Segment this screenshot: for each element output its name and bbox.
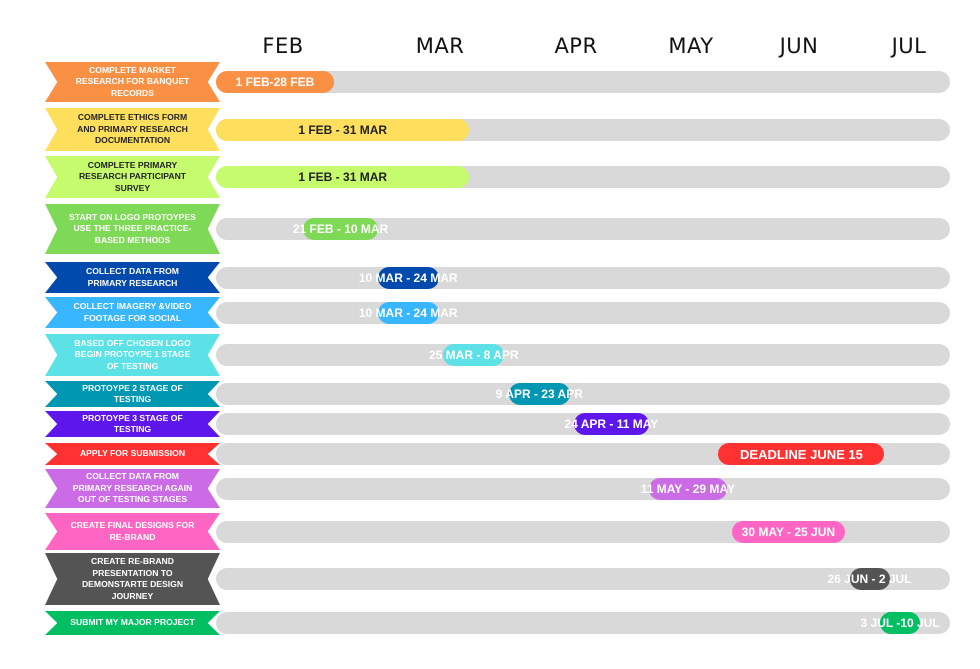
- task-label-12: CREATE FINAL DESIGNS FOR RE-BRAND: [45, 513, 220, 550]
- month-label-jun: JUN: [779, 34, 819, 58]
- task-label-8: PROTOYPE 2 STAGE OF TESTING: [45, 381, 220, 407]
- timeline-track-1: [216, 71, 950, 93]
- task-label-2: COMPLETE ETHICS FORM AND PRIMARY RESEARC…: [45, 108, 220, 151]
- timeline-track-4: [216, 218, 950, 240]
- duration-bar-2: 1 FEB - 31 MAR: [216, 118, 470, 141]
- timeline-track-8: [216, 383, 950, 405]
- duration-bar-8: 9 APR - 23 APR: [496, 383, 583, 405]
- task-label-14: SUBMIT MY MAJOR PROJECT: [45, 611, 220, 635]
- timeline-track-13: [216, 568, 950, 590]
- month-label-apr: APR: [554, 34, 598, 58]
- duration-bar-14: 3 JUL -10 JUL: [861, 612, 940, 634]
- duration-bar-7: 25 MAR - 8 APR: [429, 344, 519, 366]
- timeline-track-7: [216, 344, 950, 366]
- duration-bar-4: 21 FEB - 10 MAR: [293, 218, 388, 240]
- task-label-10: APPLY FOR SUBMISSION: [45, 443, 220, 465]
- month-label-may: MAY: [668, 34, 714, 58]
- task-label-4: START ON LOGO PROTOYPES USE THE THREE PR…: [45, 204, 220, 254]
- month-label-feb: FEB: [262, 34, 304, 58]
- duration-bar-13: 26 JUN - 2 JUL: [827, 568, 912, 590]
- task-label-6: COLLECT IMAGERY &VIDEO FOOTAGE FOR SOCIA…: [45, 297, 220, 328]
- duration-bar-9: 24 APR - 11 MAY: [564, 413, 658, 435]
- duration-bar-1: 1 FEB-28 FEB: [216, 71, 334, 93]
- timeline-track-11: [216, 477, 950, 500]
- duration-bar-11: 11 MAY - 29 MAY: [641, 477, 735, 500]
- task-label-3: COMPLETE PRIMARY RESEARCH PARTICIPANT SU…: [45, 156, 220, 198]
- month-label-jul: JUL: [891, 34, 927, 58]
- task-label-5: COLLECT DATA FROM PRIMARY RESEARCH: [45, 262, 220, 293]
- task-label-9: PROTOYPE 3 STAGE OF TESTING: [45, 411, 220, 437]
- task-label-7: BASED OFF CHOSEN LOGO BEGIN PROTOYPE 1 S…: [45, 334, 220, 376]
- task-label-1: COMPLETE MARKET RESEARCH FOR BANQUET REC…: [45, 62, 220, 102]
- duration-bar-10: DEADLINE JUNE 15: [718, 443, 885, 465]
- task-label-13: CREATE RE-BRAND PRESENTATION TO DEMONSTA…: [45, 553, 220, 605]
- month-label-mar: MAR: [415, 34, 465, 58]
- timeline-track-5: [216, 266, 950, 289]
- duration-bar-6: 10 MAR - 24 MAR: [359, 301, 458, 324]
- duration-bar-12: 30 MAY - 25 JUN: [731, 520, 846, 543]
- timeline-track-6: [216, 301, 950, 324]
- duration-bar-5: 10 MAR - 24 MAR: [359, 266, 458, 289]
- duration-bar-3: 1 FEB - 31 MAR: [216, 166, 470, 188]
- timeline-track-14: [216, 612, 950, 634]
- task-label-11: COLLECT DATA FROM PRIMARY RESEARCH AGAIN…: [45, 469, 220, 508]
